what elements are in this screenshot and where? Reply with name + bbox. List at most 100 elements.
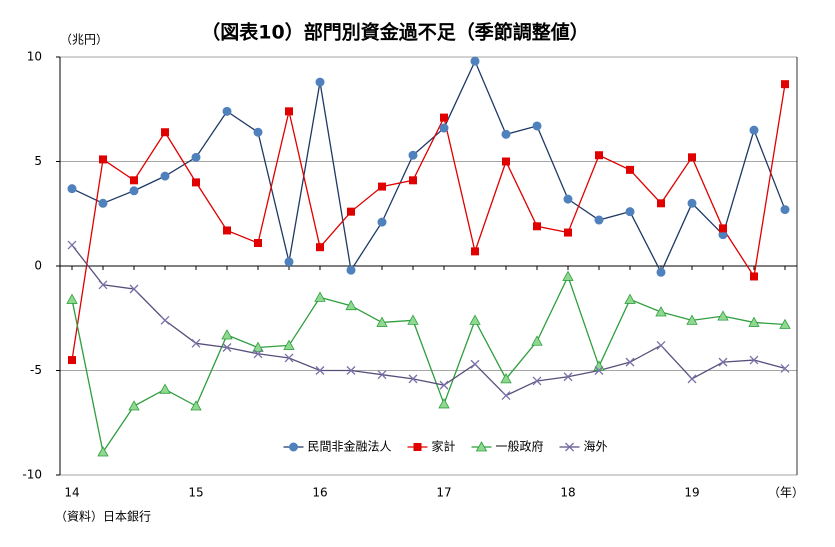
point — [687, 198, 697, 208]
point — [221, 329, 233, 340]
point — [253, 349, 263, 359]
point — [130, 176, 138, 185]
point — [285, 107, 293, 116]
point — [223, 226, 231, 235]
point — [129, 284, 139, 294]
point — [284, 257, 294, 267]
point — [656, 267, 666, 277]
point — [190, 400, 202, 411]
point — [624, 293, 636, 304]
point — [345, 299, 357, 311]
y-tick-label: -10 — [22, 468, 42, 482]
legend-text: 民間非金融法人 — [308, 439, 392, 454]
point — [470, 56, 480, 66]
point — [160, 171, 170, 181]
point — [407, 314, 419, 325]
point — [377, 217, 387, 227]
y-unit: （兆円） — [60, 33, 108, 47]
series-line — [71, 244, 786, 397]
point — [531, 335, 543, 346]
point — [502, 157, 510, 166]
point — [222, 106, 232, 116]
point — [500, 373, 512, 384]
point — [749, 125, 759, 135]
point — [191, 152, 201, 162]
x-tick-label: 15 — [188, 486, 203, 500]
legend-marker — [565, 442, 574, 452]
point — [254, 239, 262, 248]
point — [748, 316, 760, 327]
point — [377, 370, 387, 380]
point — [192, 178, 200, 187]
x-tick-label: 19 — [684, 486, 699, 500]
point — [128, 400, 140, 411]
x-tick-label: 18 — [560, 486, 575, 500]
point — [439, 380, 449, 390]
point — [749, 355, 759, 365]
point — [161, 128, 169, 137]
x-tick-label: 14 — [64, 486, 79, 500]
point — [625, 207, 635, 217]
point — [284, 353, 294, 363]
point — [438, 398, 450, 409]
point — [532, 376, 542, 386]
source: （資料）日本銀行 — [55, 510, 151, 524]
point — [625, 357, 635, 367]
point — [439, 123, 449, 133]
point — [376, 316, 388, 327]
point — [68, 356, 76, 365]
point — [718, 357, 728, 367]
point — [159, 383, 171, 394]
y-tick-label: -5 — [30, 363, 42, 377]
point — [315, 366, 325, 375]
point — [67, 184, 77, 194]
point — [99, 155, 107, 164]
point — [719, 224, 727, 233]
point — [717, 310, 729, 321]
point — [594, 366, 604, 375]
point — [688, 153, 696, 162]
point — [471, 247, 479, 256]
point — [346, 265, 356, 275]
point — [160, 315, 170, 325]
point — [655, 306, 667, 317]
point — [780, 205, 790, 215]
point — [97, 446, 109, 457]
point — [687, 374, 697, 384]
point — [656, 340, 666, 350]
series-line — [71, 59, 786, 274]
x-tick-label: 16 — [312, 486, 327, 500]
legend-text: 家計 — [432, 439, 456, 454]
point — [409, 176, 417, 185]
point — [563, 372, 573, 382]
point — [532, 121, 542, 131]
point — [562, 270, 574, 281]
point — [98, 280, 108, 290]
point — [750, 272, 758, 281]
series-line — [71, 274, 786, 454]
point — [191, 338, 201, 348]
legend-marker — [475, 441, 488, 452]
y-tick-label: 10 — [27, 50, 42, 64]
point — [129, 186, 139, 196]
series-line — [71, 84, 786, 361]
point — [564, 228, 572, 237]
y-tick-label: 0 — [34, 259, 42, 273]
point — [347, 207, 355, 216]
point — [469, 314, 481, 325]
point — [626, 165, 634, 174]
point — [222, 343, 232, 352]
point — [593, 360, 605, 371]
point — [440, 113, 448, 122]
point — [283, 339, 295, 350]
x-tick-label: 17 — [436, 486, 451, 500]
point — [314, 291, 326, 302]
point — [66, 293, 78, 304]
point — [378, 182, 386, 191]
point — [780, 363, 790, 373]
point — [595, 151, 603, 160]
point — [67, 240, 77, 250]
point — [346, 366, 356, 375]
point — [594, 215, 604, 225]
